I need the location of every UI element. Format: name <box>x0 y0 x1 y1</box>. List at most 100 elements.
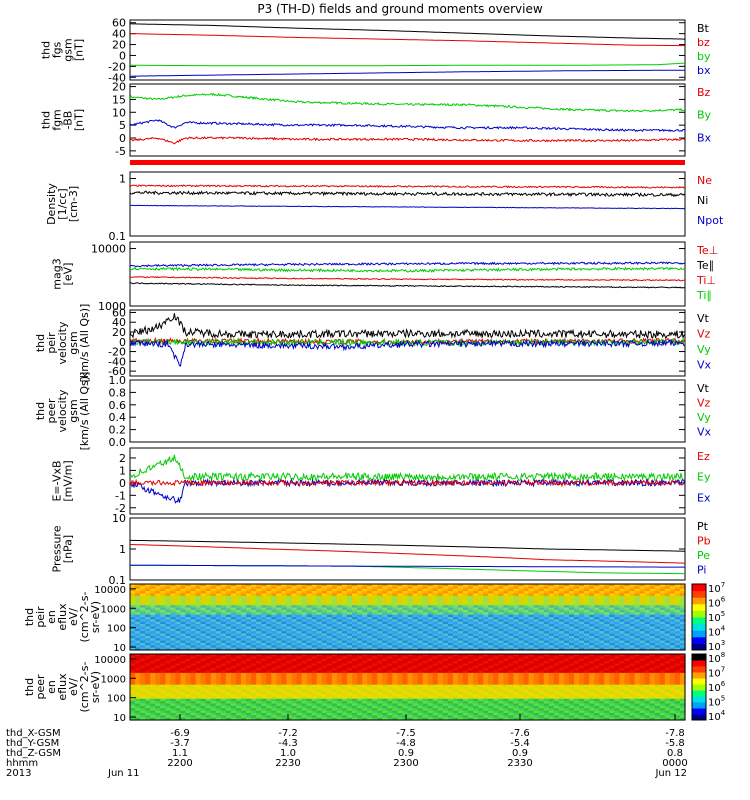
spectrogram-cell <box>568 679 575 683</box>
spectrogram-cell <box>331 635 338 639</box>
spectrogram-cell <box>220 642 227 646</box>
spectrogram-cell <box>589 621 595 625</box>
y-tick-label: 40 <box>112 316 126 329</box>
spectrogram-cell <box>558 663 565 667</box>
spectrogram-cell <box>160 663 166 667</box>
spectrogram-cell <box>579 598 585 602</box>
spectrogram-cell <box>225 675 232 679</box>
spectrogram-cell <box>437 621 444 625</box>
spectrogram-cell <box>679 656 686 660</box>
y-axis-label: eV/ <box>67 608 80 626</box>
spectrogram-cell <box>437 679 444 683</box>
spectrogram-cell <box>215 631 222 635</box>
spectrogram-cell <box>377 687 383 690</box>
spectrogram-cell <box>291 591 298 595</box>
spectrogram-cell <box>513 672 520 676</box>
spectrogram-cell <box>478 586 484 590</box>
spectrogram-cell <box>195 677 202 681</box>
spectrogram-cell <box>195 631 202 635</box>
spectrogram-cell <box>271 682 277 686</box>
spectrogram-cell <box>412 628 419 632</box>
spectrogram-cell <box>336 605 343 609</box>
spectrogram-cell <box>175 670 182 674</box>
spectrogram-cell <box>548 619 555 623</box>
spectrogram-cell <box>538 647 545 651</box>
spectrogram-cell <box>422 591 429 595</box>
spectrogram-cell <box>352 684 358 688</box>
spectrogram-cell <box>574 642 580 646</box>
spectrogram-cell <box>553 687 560 690</box>
spectrogram-cell <box>195 595 202 599</box>
spectrogram-cell <box>246 588 252 592</box>
spectrogram-cell <box>654 595 661 599</box>
spectrogram-cell <box>241 654 247 657</box>
spectrogram-cell <box>548 642 555 646</box>
spectrogram-cell <box>599 670 605 674</box>
spectrogram-cell <box>432 588 439 592</box>
spectrogram-cell <box>326 654 333 657</box>
spectrogram-cell <box>271 672 277 676</box>
spectrogram-cell <box>538 658 545 662</box>
spectrogram-cell <box>669 684 676 688</box>
spectrogram-cell <box>594 656 600 660</box>
spectrogram-cell <box>553 638 560 642</box>
spectrogram-cell <box>457 684 464 688</box>
spectrogram-cell <box>604 626 610 630</box>
spectrogram-cell <box>442 626 449 630</box>
spectrogram-cell <box>457 595 464 599</box>
spectrogram-cell <box>200 670 207 674</box>
spectrogram-cell <box>599 602 605 606</box>
spectrogram-cell <box>427 619 434 623</box>
spectrogram-cell <box>513 638 520 642</box>
spectrogram-cell <box>321 593 328 597</box>
spectrogram-cell <box>220 619 227 623</box>
spectrogram-cell <box>463 619 469 623</box>
spectrogram-cell <box>291 635 298 639</box>
spectrogram-cell <box>584 591 590 595</box>
spectrogram-cell <box>271 661 277 665</box>
spectrogram-cell <box>664 621 671 625</box>
spectrogram-cell <box>331 668 338 672</box>
spectrogram-cell <box>649 647 656 651</box>
spectrogram-cell <box>215 684 222 688</box>
spectrogram-cell <box>261 586 267 590</box>
spectrogram-cell <box>316 647 323 651</box>
spectrogram-cell <box>145 663 151 667</box>
spectrogram-cell <box>579 645 585 649</box>
spectrogram-cell <box>614 679 621 683</box>
spectrogram-cell <box>205 689 212 693</box>
spectrogram-cell <box>276 638 282 642</box>
spectrogram-cells <box>130 654 686 721</box>
spectrogram-cell <box>235 628 242 632</box>
spectrogram-cell <box>488 661 494 665</box>
spectrogram-cell <box>392 600 399 604</box>
spectrogram-cell <box>503 668 510 672</box>
spectrogram-cell <box>185 586 192 590</box>
spectrogram-cell <box>195 640 202 644</box>
spectrogram-cell <box>518 586 525 590</box>
spectrogram-cell <box>452 588 459 592</box>
spectrogram-cell <box>412 682 419 686</box>
spectrogram-cell <box>679 647 686 651</box>
y-axis-label: thd <box>34 334 47 352</box>
spectrogram-cell <box>165 665 171 669</box>
spectrogram-cell <box>362 598 368 602</box>
spectrogram-cell <box>634 593 641 597</box>
spectrogram-cell <box>266 588 272 592</box>
y-axis-label: [nT] <box>73 109 86 131</box>
spectrogram-cell <box>306 684 313 688</box>
spectrogram-cell <box>387 609 393 613</box>
spectrogram-cell <box>266 600 272 604</box>
y-axis-label: peir <box>45 332 58 354</box>
spectrogram-cell <box>402 614 409 618</box>
spectrogram-cell <box>447 595 454 599</box>
spectrogram-cell <box>488 668 494 672</box>
spectrogram-cell <box>331 675 338 679</box>
y-tick-label: 0 <box>119 49 126 62</box>
spectrogram-cell <box>432 626 439 630</box>
spectrogram-cell <box>246 640 252 644</box>
spectrogram-cell <box>609 584 615 587</box>
spectrogram-cell <box>488 656 494 660</box>
spectrogram-cell <box>463 591 469 595</box>
spectrogram-cell <box>553 586 560 590</box>
